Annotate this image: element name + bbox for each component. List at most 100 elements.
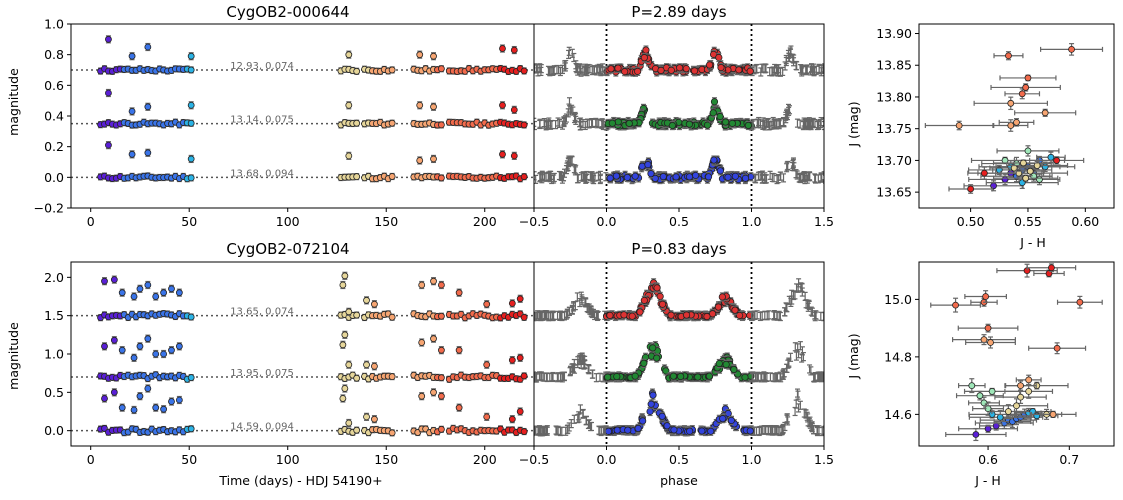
phase-point-wrapped <box>865 293 870 301</box>
phase-point-wrapped <box>781 368 787 378</box>
phase-point-wrapped <box>495 162 500 170</box>
lightcurve-point <box>136 284 144 293</box>
band-annotation: 14.59, 0.094 <box>230 422 294 433</box>
phase-point-wrapped <box>571 414 577 424</box>
phase-point-wrapped <box>496 359 501 367</box>
phase-point-wrapped <box>824 65 829 73</box>
phase-point-wrapped <box>862 415 867 423</box>
phase-point-wrapped <box>874 172 879 180</box>
phase-point <box>735 65 743 75</box>
phase-point-wrapped <box>856 156 861 164</box>
phase-point-wrapped <box>873 298 878 306</box>
phase-point-wrapped <box>865 415 870 423</box>
phase-point-wrapped <box>874 417 879 425</box>
phase-point-wrapped <box>805 172 811 182</box>
phase-point-wrapped <box>861 364 866 372</box>
lc_bot-ytick-label: 1.0 <box>44 347 64 362</box>
phase-point-wrapped <box>853 61 858 69</box>
phase-point-wrapped <box>586 419 592 429</box>
phase-point-wrapped <box>868 64 873 72</box>
phase-point-wrapped <box>495 109 500 117</box>
phase-point-wrapped <box>854 311 859 319</box>
phase-point <box>735 310 744 321</box>
phase-point-wrapped <box>775 426 781 436</box>
phase-point <box>719 414 727 424</box>
lightcurve-point <box>388 119 396 127</box>
phase-point-wrapped <box>594 119 600 129</box>
phase-point-wrapped <box>847 172 852 180</box>
phase-point-wrapped <box>543 310 549 320</box>
phase-point <box>631 371 639 381</box>
cmd-point <box>1004 383 1054 399</box>
phase-point-wrapped <box>857 307 862 315</box>
lightcurve-point <box>516 353 524 362</box>
phase-point-wrapped <box>841 175 846 183</box>
phase-point-wrapped <box>881 309 886 317</box>
phase-point-wrapped <box>848 428 853 436</box>
phase-point <box>612 171 621 181</box>
lightcurve-point <box>175 310 183 318</box>
title-lightcurve-bottom: CygOB2-072104 <box>226 240 349 258</box>
phase-point <box>682 310 691 320</box>
phase-point <box>717 62 725 73</box>
cmd_bot-ytick-label: 14.6 <box>884 407 912 422</box>
phase-point-wrapped <box>557 372 563 382</box>
phase-point-wrapped <box>827 372 832 380</box>
phase-point-wrapped <box>808 366 814 376</box>
phase-point-wrapped <box>510 288 515 296</box>
phase-point-wrapped <box>760 63 766 73</box>
lightcurve-point <box>363 360 370 369</box>
phase-point-wrapped <box>825 65 830 73</box>
phase-point-wrapped <box>827 64 832 72</box>
phase-point-wrapped <box>892 426 897 434</box>
phase-point <box>635 118 643 128</box>
phase-point-wrapped <box>884 374 889 382</box>
phase-point-wrapped <box>834 121 839 129</box>
phase-point-wrapped <box>828 119 833 127</box>
cmd_top-xtick-label: 0.50 <box>957 214 985 229</box>
lc_top-ytick-label: 1.0 <box>44 17 64 32</box>
cmd-point <box>1029 156 1085 165</box>
phase-point-wrapped <box>872 360 877 368</box>
phase-point-wrapped <box>505 389 510 397</box>
phase-point-wrapped <box>508 283 513 291</box>
phase-point-wrapped <box>880 310 885 318</box>
phase-point-wrapped <box>580 65 586 75</box>
phase-point-wrapped <box>843 426 848 434</box>
phase-point-wrapped <box>879 422 884 430</box>
phase-point-wrapped <box>495 360 500 368</box>
phase-point <box>746 426 754 436</box>
phase-point-wrapped <box>559 120 565 130</box>
phase-point-wrapped <box>495 414 500 422</box>
phase-point-wrapped <box>867 414 872 422</box>
ph_top-xtick-label: −0.5 <box>519 214 549 229</box>
phase-point-wrapped <box>851 173 856 181</box>
phase-point-wrapped <box>836 66 841 74</box>
phase-point-wrapped <box>828 312 833 320</box>
phase-point-wrapped <box>828 67 833 75</box>
phase-point-wrapped <box>534 117 537 127</box>
lightcurve-point <box>508 356 516 365</box>
phase-point-wrapped <box>857 307 862 315</box>
phase-point-wrapped <box>494 164 499 172</box>
lc_bot-ytick-label: 1.5 <box>44 308 64 323</box>
phase-point <box>639 416 647 426</box>
phase-point-wrapped <box>820 372 824 382</box>
lightcurve-point <box>187 101 195 110</box>
lightcurve-point <box>130 353 138 362</box>
phase-point-wrapped <box>863 165 868 173</box>
phase-point-wrapped <box>505 344 510 352</box>
lightcurve-point <box>345 101 353 110</box>
phase-point-wrapped <box>876 420 881 428</box>
phase-point <box>741 173 750 183</box>
phase-point <box>606 173 614 183</box>
phase-point-wrapped <box>501 55 506 63</box>
lightcurve-point <box>422 65 430 73</box>
lightcurve-point <box>510 45 518 55</box>
phase-point-wrapped <box>852 63 857 71</box>
panel-phase-bottom: −0.5 0.0 0.5 1.0 1.5 <box>495 261 897 467</box>
lightcurve-point <box>144 102 152 111</box>
cmd_bot-xtick-label: 0.7 <box>1059 452 1079 467</box>
phase-point-wrapped <box>838 174 843 182</box>
phase-point-wrapped <box>831 427 836 435</box>
